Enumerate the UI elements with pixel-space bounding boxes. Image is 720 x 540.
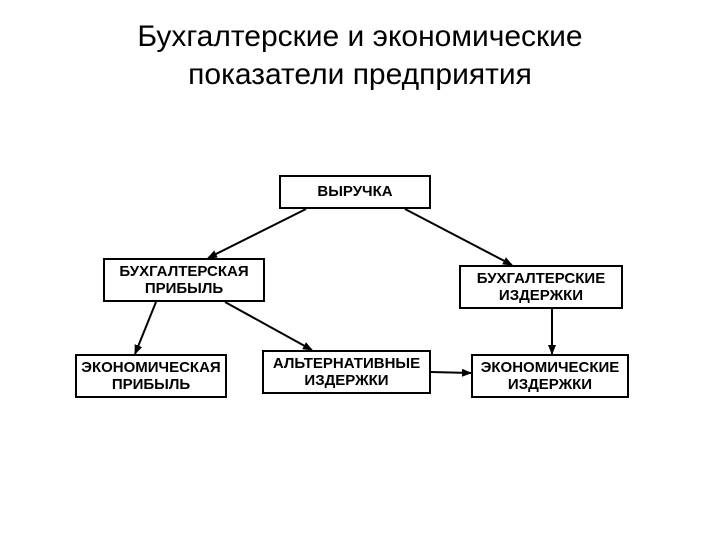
node-label: ВЫРУЧКА <box>317 183 392 200</box>
node-economic-costs: ЭКОНОМИЧЕСКИЕ ИЗДЕРЖКИ <box>471 354 629 398</box>
edge-revenue-to-acc_costs <box>405 209 512 265</box>
edge-acc_profit-to-alt_costs <box>225 302 312 350</box>
node-alternative-costs: АЛЬТЕРНАТИВНЫЕ ИЗДЕРЖКИ <box>262 350 431 394</box>
node-economic-profit: ЭКОНОМИЧЕСКАЯ ПРИБЫЛЬ <box>75 354 227 398</box>
node-label: БУХГАЛТЕРСКАЯ ПРИБЫЛЬ <box>109 263 259 298</box>
node-label: АЛЬТЕРНАТИВНЫЕ ИЗДЕРЖКИ <box>268 355 425 390</box>
edge-revenue-to-acc_profit <box>208 209 306 258</box>
edge-alt_costs-to-econ_costs <box>431 372 471 373</box>
diagram-canvas: ВЫРУЧКА БУХГАЛТЕРСКАЯ ПРИБЫЛЬ БУХГАЛТЕРС… <box>0 0 720 540</box>
node-accounting-costs: БУХГАЛТЕРСКИЕ ИЗДЕРЖКИ <box>459 265 623 309</box>
node-revenue: ВЫРУЧКА <box>279 175 431 209</box>
node-accounting-profit: БУХГАЛТЕРСКАЯ ПРИБЫЛЬ <box>103 258 265 302</box>
edge-acc_profit-to-econ_profit <box>135 302 156 354</box>
node-label: ЭКОНОМИЧЕСКАЯ ПРИБЫЛЬ <box>81 359 221 394</box>
node-label: БУХГАЛТЕРСКИЕ ИЗДЕРЖКИ <box>465 270 617 305</box>
node-label: ЭКОНОМИЧЕСКИЕ ИЗДЕРЖКИ <box>477 359 623 394</box>
